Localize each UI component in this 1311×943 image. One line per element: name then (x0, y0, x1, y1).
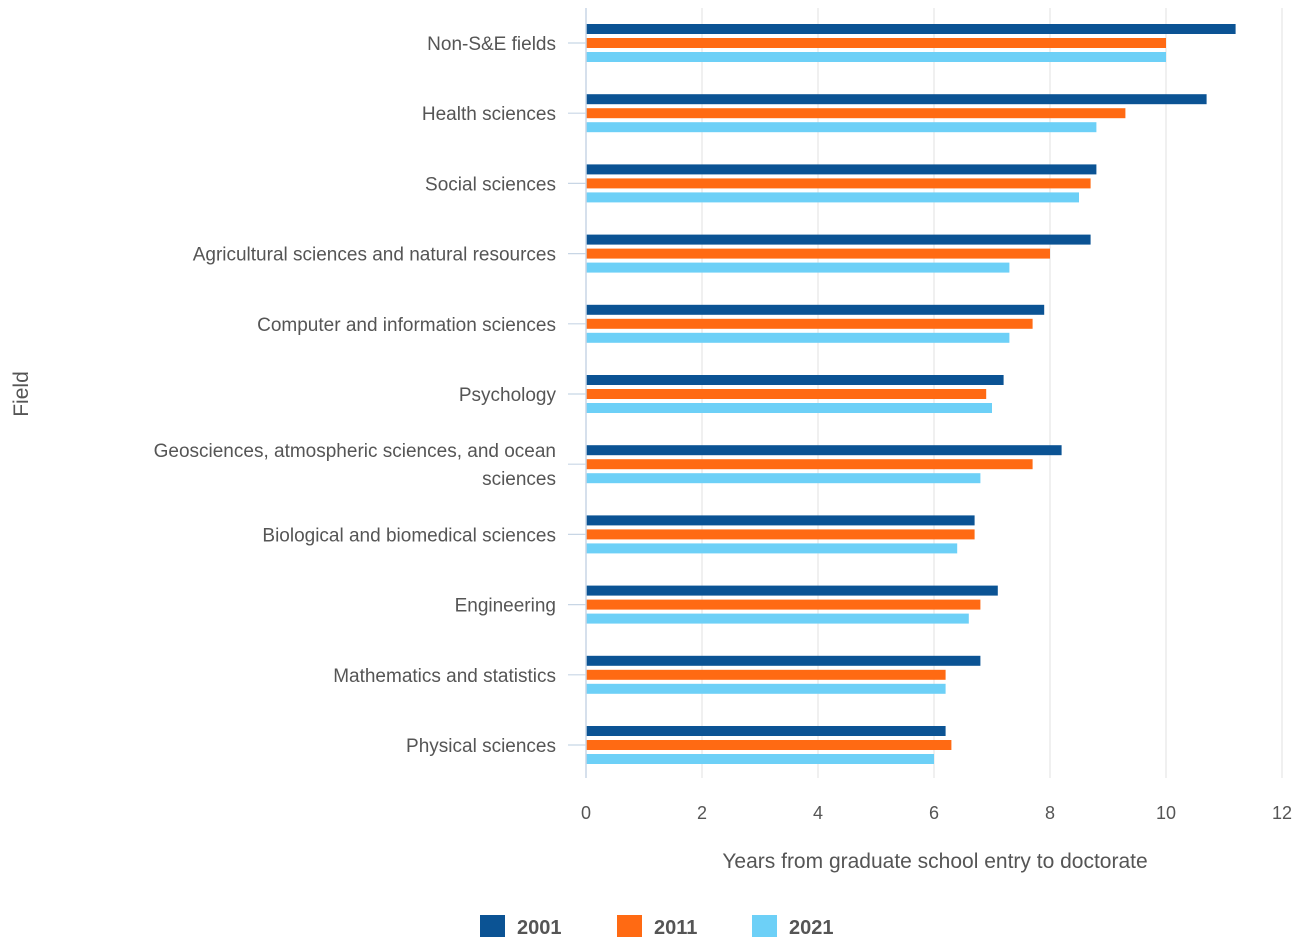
bar-2001 (586, 304, 1045, 315)
bars (586, 24, 1236, 764)
bar-2021 (586, 332, 1010, 343)
bar-2021 (586, 122, 1097, 133)
y-axis-ticks (568, 42, 586, 746)
bar-2011 (586, 459, 1033, 470)
category-label: Health sciences (422, 104, 556, 125)
bar-2011 (586, 108, 1126, 119)
category-label: Biological and biomedical sciences (262, 525, 556, 546)
bar-2001 (586, 24, 1236, 34)
bar-2001 (586, 375, 1004, 385)
bar-2001 (586, 164, 1097, 175)
bar-2021 (586, 262, 1010, 273)
x-tick-label: 4 (813, 803, 823, 823)
bar-2011 (586, 389, 987, 399)
bar-2001 (586, 726, 946, 736)
bar-2011 (586, 669, 946, 680)
bar-2011 (586, 599, 981, 610)
bar-2011 (586, 740, 952, 750)
bar-2021 (586, 683, 946, 694)
bar-2001 (586, 515, 975, 526)
bar-2011 (586, 318, 1033, 329)
category-label: sciences (482, 469, 556, 490)
bar-2021 (586, 613, 969, 624)
category-label: Engineering (455, 596, 556, 617)
bar-2021 (586, 192, 1079, 203)
legend-swatch-2021 (752, 915, 777, 937)
legend-swatch-2001 (480, 915, 505, 937)
bar-2001 (586, 655, 981, 666)
bar-2001 (586, 585, 998, 596)
category-label: Computer and information sciences (257, 315, 556, 336)
bar-2021 (586, 52, 1166, 62)
x-tick-label: 10 (1156, 803, 1176, 823)
x-tick-label: 6 (929, 803, 939, 823)
legend-swatch-2011 (617, 915, 642, 937)
x-tick-label: 2 (697, 803, 707, 823)
legend-label-2021: 2021 (789, 917, 834, 939)
bar-2021 (586, 403, 992, 413)
x-tick-label: 0 (581, 803, 591, 823)
y-axis-title: Field (10, 371, 33, 417)
x-axis-tick-labels: 0 2 4 6 8 10 12 (581, 803, 1292, 823)
legend: 2001 2011 2021 (480, 915, 834, 939)
category-label: Psychology (459, 385, 557, 406)
bar-2011 (586, 248, 1050, 259)
category-label: Mathematics and statistics (333, 666, 556, 687)
x-tick-label: 12 (1272, 803, 1292, 823)
legend-label-2011: 2011 (654, 917, 697, 939)
bar-2001 (586, 445, 1062, 456)
bar-2001 (586, 94, 1207, 105)
bar-2011 (586, 529, 975, 540)
bar-2011 (586, 178, 1091, 189)
bar-2001 (586, 234, 1091, 245)
legend-label-2001: 2001 (517, 917, 562, 939)
x-tick-label: 8 (1045, 803, 1055, 823)
bar-2011 (586, 38, 1166, 48)
category-label: Agricultural sciences and natural resour… (193, 245, 556, 266)
x-axis-title: Years from graduate school entry to doct… (722, 850, 1147, 873)
category-label: Geosciences, atmospheric sciences, and o… (154, 441, 556, 462)
category-label: Social sciences (425, 174, 556, 195)
category-labels: Non-S&E fields Health sciences Social scie… (154, 34, 557, 757)
bar-2021 (586, 754, 934, 764)
category-label: Non-S&E fields (427, 34, 556, 55)
category-label: Physical sciences (406, 736, 556, 757)
bar-2021 (586, 473, 981, 484)
bar-2021 (586, 543, 958, 554)
